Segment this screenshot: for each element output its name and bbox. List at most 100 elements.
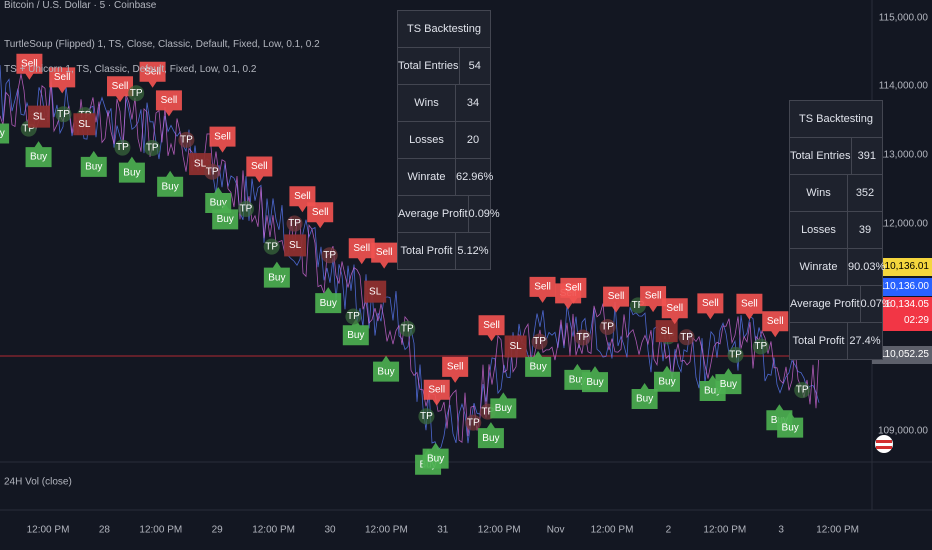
buy-shape (525, 350, 552, 377)
signal-marker: Sell (697, 293, 724, 320)
marker-label: TP (576, 332, 589, 343)
signal-marker: Buy (422, 442, 449, 469)
time-axis-label: 29 (212, 525, 224, 536)
signal-marker: TP (178, 131, 195, 148)
signal-marker: Buy (315, 287, 342, 314)
signal-marker: SL (284, 234, 307, 257)
time-axis-label: 12:00 PM (591, 525, 634, 536)
sell-shape (423, 379, 450, 406)
signal-marker: TP (599, 318, 616, 335)
marker-label: Sell (483, 320, 500, 331)
marker-label: Sell (741, 298, 758, 309)
marker-label: TP (796, 385, 809, 396)
sl-shape (364, 280, 387, 303)
signal-marker: Sell (661, 298, 688, 325)
signal-marker: Buy (715, 368, 742, 395)
buy-shape (777, 411, 804, 438)
price-axis-label: 112,000.00 (879, 219, 929, 230)
signal-marker: TP (574, 329, 591, 346)
row-value: 5.12% (457, 245, 489, 257)
row-label: Wins (398, 85, 456, 121)
row-value: 352 (855, 187, 875, 199)
buy-shape (263, 261, 290, 288)
time-axis-label: 2 (666, 525, 672, 536)
buy-shape (422, 442, 449, 469)
buy-shape (212, 203, 239, 230)
signal-marker: Sell (478, 315, 505, 342)
signal-marker: TP (286, 215, 303, 232)
sell-shape (640, 286, 667, 313)
buy-shape (25, 141, 52, 168)
buy-shape (0, 123, 10, 144)
tp-shape (204, 163, 221, 180)
marker-label: SL (289, 240, 302, 251)
tp-shape (237, 200, 254, 217)
time-axis-label: 3 (778, 525, 784, 536)
marker-label: TP (754, 341, 767, 352)
marker-label: Sell (608, 291, 625, 302)
tag-price: 110,052.25 (879, 349, 929, 360)
buy-shape (157, 170, 184, 197)
row-value: 0.09% (468, 208, 500, 220)
tp-shape (418, 408, 435, 425)
signal-marker: SL (28, 105, 51, 128)
marker-label: SL (661, 326, 674, 337)
tp-shape (399, 320, 416, 337)
table-row: Total Entries 54 (398, 48, 490, 85)
signal-marker: Buy (342, 319, 369, 346)
marker-label: Sell (312, 207, 329, 218)
row-value: 391 (857, 150, 876, 162)
marker-label: Buy (704, 386, 721, 397)
signal-marker: Sell (640, 286, 667, 313)
row-label: Losses (790, 212, 848, 248)
signal-marker: Sell (529, 276, 556, 303)
signal-marker: Buy (25, 141, 52, 168)
flag-icon (875, 435, 893, 453)
marker-label: Buy (720, 379, 737, 390)
tag-price: 110,136.01 (879, 261, 929, 272)
sell-shape (560, 277, 587, 304)
price-axis-label: 114,000.00 (879, 81, 929, 92)
marker-label: Buy (0, 128, 5, 139)
marker-label: Buy (347, 330, 364, 341)
time-axis-label: 12:00 PM (27, 525, 70, 536)
marker-label: Sell (251, 161, 268, 172)
signal-marker: TP (465, 414, 482, 431)
signal-marker: TP (237, 200, 254, 217)
marker-label: Sell (294, 191, 311, 202)
sell-shape (107, 76, 134, 103)
sell-shape (697, 293, 724, 320)
tag-countdown: 02:29 (903, 315, 929, 326)
tp-shape (752, 338, 769, 355)
time-axis-label: 12:00 PM (139, 525, 182, 536)
row-label: Average Profit (790, 286, 861, 322)
signal-marker: Buy (80, 150, 107, 177)
signal-marker: TP (794, 382, 811, 399)
marker-label: Buy (210, 198, 227, 209)
row-label: Average Profit (398, 196, 469, 232)
signal-marker: TP (345, 308, 362, 325)
marker-label: Buy (427, 453, 444, 464)
marker-label: SL (33, 111, 46, 122)
marker-label: TP (680, 332, 693, 343)
sl-shape (655, 320, 678, 343)
marker-label: Sell (428, 384, 445, 395)
signal-marker: TP (263, 238, 280, 255)
signal-marker: SL (73, 113, 96, 136)
indicator-legend: TurtleSoup (Flipped) 1, TS, Close, Class… (4, 39, 320, 50)
sell-shape (603, 286, 630, 313)
signal-marker: Buy (525, 350, 552, 377)
signal-marker: Buy (212, 203, 239, 230)
signal-marker: Buy (0, 123, 10, 144)
marker-label: TP (57, 109, 70, 120)
marker-label: Sell (534, 282, 551, 293)
tp-shape (55, 106, 72, 123)
sl-shape (73, 113, 96, 136)
table-row: Total Profit 27.4% (790, 323, 882, 359)
tp-shape (727, 346, 744, 363)
tp-shape (286, 215, 303, 232)
marker-label: Buy (123, 167, 140, 178)
marker-label: Sell (54, 72, 71, 83)
symbol-legend: Bitcoin / U.S. Dollar · 5 · Coinbase (4, 0, 157, 11)
price-axis-label: 109,000.00 (878, 426, 928, 437)
